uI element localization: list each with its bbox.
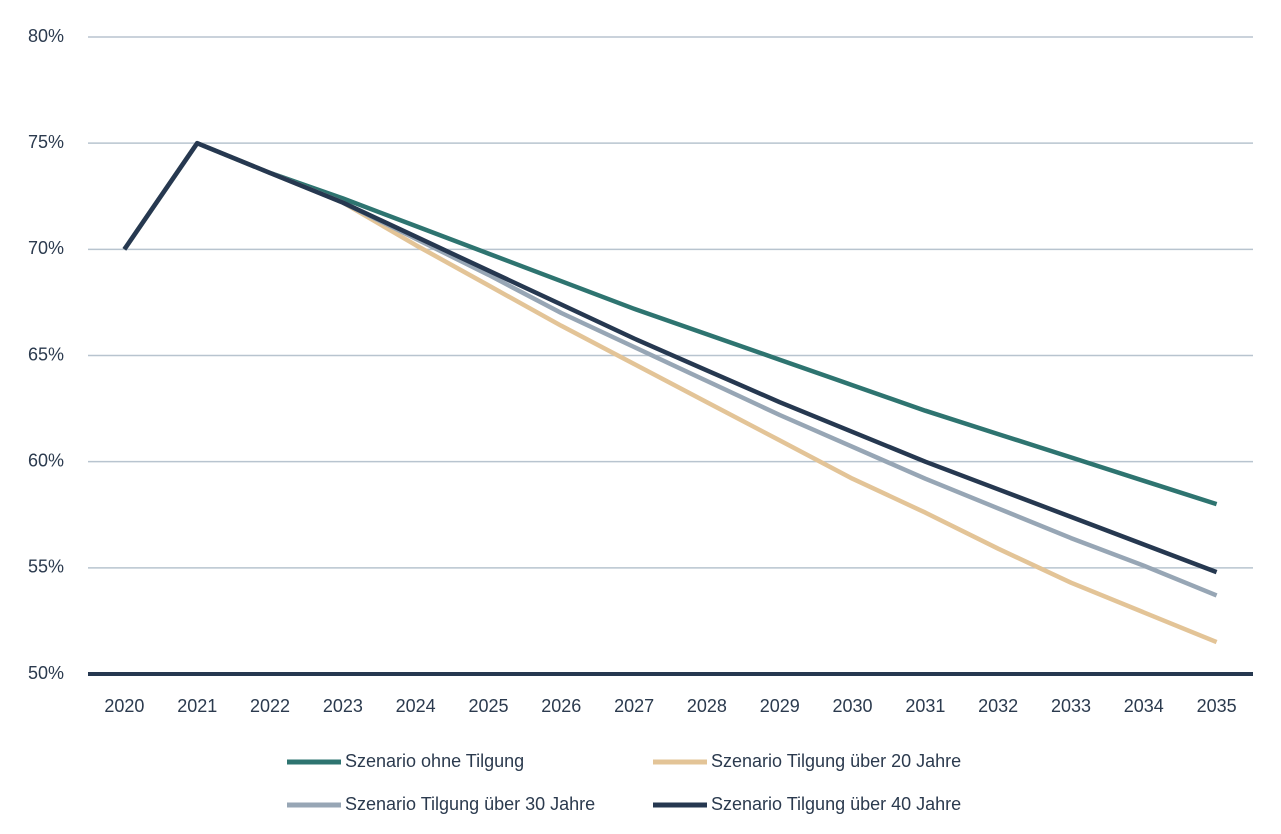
x-tick-label: 2031 — [905, 696, 945, 716]
x-tick-label: 2026 — [541, 696, 581, 716]
y-tick-label: 60% — [28, 450, 64, 470]
legend-label: Szenario Tilgung über 40 Jahre — [711, 794, 961, 814]
y-tick-label: 55% — [28, 557, 64, 577]
legend-label: Szenario Tilgung über 20 Jahre — [711, 751, 961, 771]
x-tick-label: 2022 — [250, 696, 290, 716]
legend-label: Szenario Tilgung über 30 Jahre — [345, 794, 595, 814]
y-tick-label: 75% — [28, 132, 64, 152]
x-tick-label: 2028 — [687, 696, 727, 716]
x-tick-label: 2024 — [396, 696, 436, 716]
x-tick-label: 2020 — [104, 696, 144, 716]
series-line — [122, 140, 1218, 507]
y-tick-label: 70% — [28, 238, 64, 258]
y-tick-label: 65% — [28, 344, 64, 364]
x-tick-label: 2021 — [177, 696, 217, 716]
x-tick-label: 2032 — [978, 696, 1018, 716]
legend-label: Szenario ohne Tilgung — [345, 751, 524, 771]
x-tick-label: 2035 — [1197, 696, 1237, 716]
x-tick-label: 2030 — [833, 696, 873, 716]
x-tick-label: 2034 — [1124, 696, 1164, 716]
x-tick-label: 2025 — [468, 696, 508, 716]
y-tick-label: 50% — [28, 663, 64, 683]
x-tick-label: 2029 — [760, 696, 800, 716]
x-tick-label: 2023 — [323, 696, 363, 716]
x-tick-label: 2027 — [614, 696, 654, 716]
y-tick-label: 80% — [28, 26, 64, 46]
x-tick-label: 2033 — [1051, 696, 1091, 716]
series-line — [122, 140, 1218, 598]
series-line — [122, 140, 1218, 575]
